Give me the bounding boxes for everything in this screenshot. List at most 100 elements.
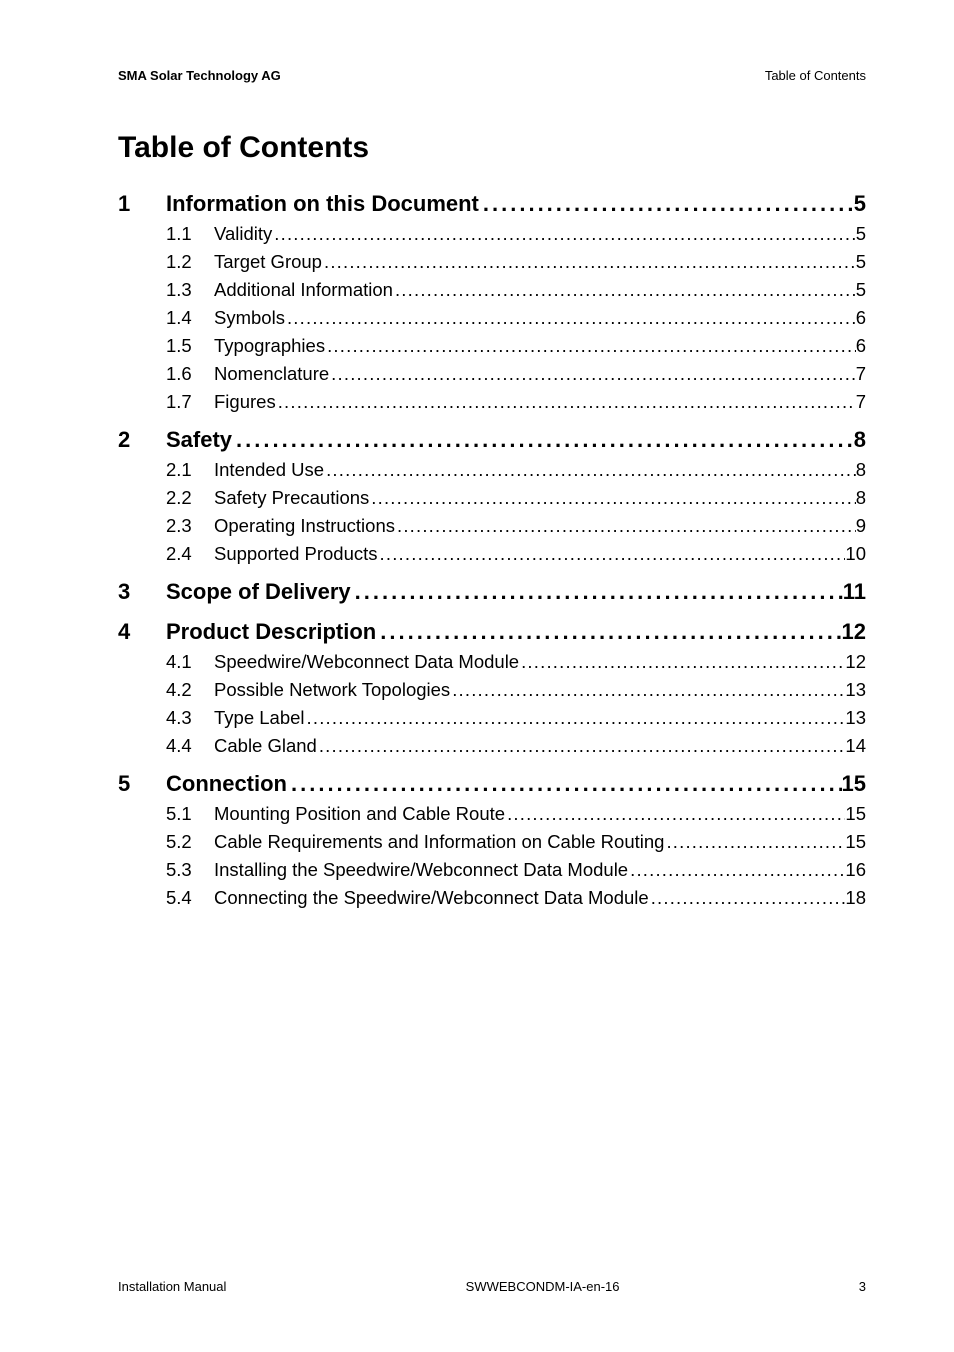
toc-dots: ........................................… [322, 251, 856, 273]
toc-subsection-row: 1.3Additional Information...............… [166, 279, 866, 301]
toc-dots: ........................................… [519, 651, 845, 673]
toc-dots: ........................................… [351, 579, 843, 605]
toc-subsection-row: 2.4Supported Products...................… [166, 543, 866, 565]
toc-subsection-number: 4.2 [166, 679, 214, 701]
header-right: Table of Contents [765, 68, 866, 83]
toc-subsection-number: 2.3 [166, 515, 214, 537]
toc-dots: ........................................… [285, 307, 856, 329]
toc-subsection-number: 1.2 [166, 251, 214, 273]
toc-chapter-row: 5Connection.............................… [118, 771, 866, 797]
toc-subsection-row: 2.1Intended Use.........................… [166, 459, 866, 481]
toc-subsection-title: Safety Precautions [214, 487, 369, 509]
toc-subsection-number: 1.5 [166, 335, 214, 357]
toc-subsection-title: Cable Gland [214, 735, 317, 757]
toc-subsection-row: 1.2Target Group.........................… [166, 251, 866, 273]
toc-subsection-row: 1.4Symbols..............................… [166, 307, 866, 329]
toc-subsection-number: 1.4 [166, 307, 214, 329]
toc-subsection-page: 5 [856, 279, 866, 301]
toc-subsection-row: 2.2Safety Precautions...................… [166, 487, 866, 509]
toc-dots: ........................................… [232, 427, 854, 453]
toc-subsection-page: 10 [845, 543, 866, 565]
toc-subsection-row: 4.4Cable Gland..........................… [166, 735, 866, 757]
toc-subsection-title: Installing the Speedwire/Webconnect Data… [214, 859, 628, 881]
page-header: SMA Solar Technology AG Table of Content… [118, 68, 866, 83]
toc-subsection-page: 6 [856, 335, 866, 357]
toc-dots: ........................................… [287, 771, 842, 797]
toc-subsection-row: 5.2Cable Requirements and Information on… [166, 831, 866, 853]
page-footer: Installation Manual SWWEBCONDM-IA-en-16 … [118, 1279, 866, 1294]
toc-subsection-row: 4.3Type Label...........................… [166, 707, 866, 729]
toc-subsection-title: Operating Instructions [214, 515, 395, 537]
toc-chapter-page: 8 [854, 427, 866, 453]
toc-subsection-page: 13 [845, 679, 866, 701]
toc-chapter-number: 2 [118, 427, 166, 453]
page: SMA Solar Technology AG Table of Content… [0, 0, 954, 1352]
toc-subsection-number: 5.2 [166, 831, 214, 853]
toc-subsection-title: Typographies [214, 335, 325, 357]
toc-subsection-number: 2.4 [166, 543, 214, 565]
toc-chapter-row: 2Safety.................................… [118, 427, 866, 453]
toc-subsection-title: Cable Requirements and Information on Ca… [214, 831, 664, 853]
toc-subsection-page: 18 [845, 887, 866, 909]
toc-dots: ........................................… [329, 363, 856, 385]
toc-chapter-number: 3 [118, 579, 166, 605]
toc-subsection-page: 15 [845, 831, 866, 853]
toc-subsection-row: 5.1Mounting Position and Cable Route....… [166, 803, 866, 825]
toc-subsection-title: Type Label [214, 707, 305, 729]
toc-subsection-page: 12 [845, 651, 866, 673]
toc-subsection-row: 1.7Figures..............................… [166, 391, 866, 413]
toc-dots: ........................................… [378, 543, 846, 565]
toc-subsection-page: 6 [856, 307, 866, 329]
toc-subsection-number: 4.4 [166, 735, 214, 757]
toc-chapter-number: 5 [118, 771, 166, 797]
toc-subsection-page: 15 [845, 803, 866, 825]
toc-chapter-page: 5 [854, 191, 866, 217]
toc-subsection-number: 5.4 [166, 887, 214, 909]
toc-subsection-row: 1.5Typographies.........................… [166, 335, 866, 357]
toc-dots: ........................................… [272, 223, 855, 245]
toc-subsection-title: Target Group [214, 251, 322, 273]
toc-subsection-title: Validity [214, 223, 272, 245]
toc-dots: ........................................… [305, 707, 846, 729]
footer-right: 3 [859, 1279, 866, 1294]
toc-dots: ........................................… [376, 619, 841, 645]
toc-subsection-number: 1.7 [166, 391, 214, 413]
toc-subsection-row: 2.3Operating Instructions...............… [166, 515, 866, 537]
toc-subsection-page: 8 [856, 459, 866, 481]
toc-subsection-number: 1.6 [166, 363, 214, 385]
toc-chapter-row: 3Scope of Delivery......................… [118, 579, 866, 605]
toc-subsection-title: Symbols [214, 307, 285, 329]
toc-subsection-row: 1.6Nomenclature.........................… [166, 363, 866, 385]
toc-subsection-title: Connecting the Speedwire/Webconnect Data… [214, 887, 649, 909]
toc-chapter-number: 4 [118, 619, 166, 645]
toc-subsection-number: 1.1 [166, 223, 214, 245]
toc-chapter-title: Connection [166, 771, 287, 797]
toc-dots: ........................................… [393, 279, 856, 301]
toc-chapter-row: 1Information on this Document...........… [118, 191, 866, 217]
toc-subsection-title: Mounting Position and Cable Route [214, 803, 505, 825]
toc-subsection-row: 4.2Possible Network Topologies..........… [166, 679, 866, 701]
toc-subsection-page: 13 [845, 707, 866, 729]
toc-subsection-page: 9 [856, 515, 866, 537]
toc-subsection-row: 5.4Connecting the Speedwire/Webconnect D… [166, 887, 866, 909]
toc-subsection-title: Nomenclature [214, 363, 329, 385]
toc-chapter-title: Information on this Document [166, 191, 479, 217]
toc-chapter-title: Scope of Delivery [166, 579, 351, 605]
toc-chapter-number: 1 [118, 191, 166, 217]
toc-dots: ........................................… [628, 859, 845, 881]
toc-subsection-row: 4.1Speedwire/Webconnect Data Module.....… [166, 651, 866, 673]
toc-subsection-page: 7 [856, 391, 866, 413]
toc-chapter-title: Safety [166, 427, 232, 453]
toc-subsection-row: 5.3Installing the Speedwire/Webconnect D… [166, 859, 866, 881]
toc-subsection-title: Possible Network Topologies [214, 679, 450, 701]
toc-subsection-title: Figures [214, 391, 276, 413]
toc-dots: ........................................… [395, 515, 856, 537]
toc-chapter-row: 4Product Description....................… [118, 619, 866, 645]
footer-center: SWWEBCONDM-IA-en-16 [466, 1279, 620, 1294]
toc-subsection-number: 4.1 [166, 651, 214, 673]
toc-dots: ........................................… [325, 335, 856, 357]
toc-subsection-page: 16 [845, 859, 866, 881]
footer-left: Installation Manual [118, 1279, 226, 1294]
toc-chapter-page: 12 [842, 619, 866, 645]
toc-dots: ........................................… [276, 391, 856, 413]
